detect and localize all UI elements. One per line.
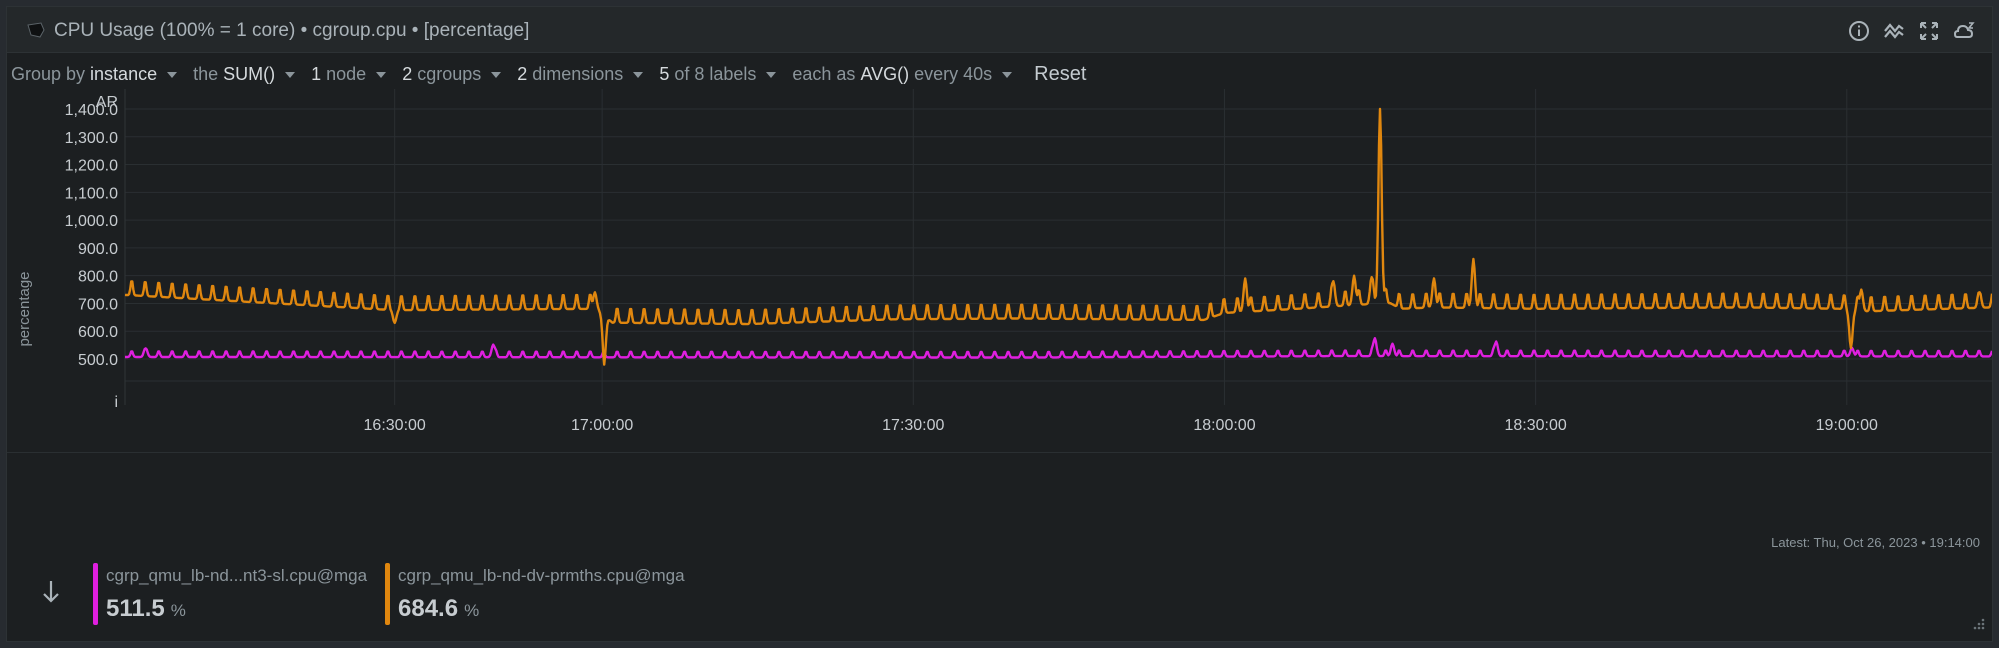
y-axis-bottom-label: i: [114, 394, 118, 411]
chevron-down-icon: [1002, 72, 1013, 78]
series-line[interactable]: [124, 107, 1992, 366]
chevron-down-icon: [376, 72, 387, 78]
legend-item-value: 511.5%: [106, 595, 186, 622]
aggregation-dropdown[interactable]: the SUM(): [193, 64, 296, 85]
y-tick-label: 900.0: [78, 241, 118, 258]
y-axis-ticks: 1,400.0 1,300.0 1,200.0 1,100.0 1,000.0 900.0…: [65, 102, 118, 369]
series-line[interactable]: [124, 337, 1992, 359]
chevron-down-icon: [167, 72, 178, 78]
reset-button[interactable]: Reset: [1034, 62, 1087, 85]
chevron-down-icon: [766, 72, 777, 78]
y-tick-label: 700.0: [78, 296, 118, 313]
x-tick-label: 19:00:00: [1816, 417, 1878, 434]
y-tick-label: 800.0: [78, 269, 118, 286]
chevron-down-icon: [491, 72, 502, 78]
y-tick-label: 1,000.0: [65, 213, 118, 230]
arrow-down-icon[interactable]: [39, 577, 63, 607]
y-tick-label: 600.0: [78, 324, 118, 341]
legend-item-name: cgrp_qmu_lb-nd-dv-prmths.cpu@mga: [398, 566, 685, 585]
legend-item-name: cgrp_qmu_lb-nd...nt3-sl.cpu@mga: [106, 566, 368, 585]
chart-card: CPU Usage (100% = 1 core) • cgroup.cpu •…: [6, 6, 1993, 642]
chevron-down-icon: [285, 72, 296, 78]
labels-dropdown[interactable]: 5 of 8 labels: [659, 64, 777, 85]
chart-grid: [7, 89, 1992, 453]
y-axis-label: percentage: [16, 271, 33, 346]
fullscreen-icon[interactable]: [1916, 18, 1941, 43]
x-tick-label: 16:30:00: [364, 417, 426, 434]
x-tick-label: 18:30:00: [1504, 417, 1566, 434]
group-by-dropdown[interactable]: Group by instance: [11, 64, 178, 85]
x-tick-label: 17:30:00: [882, 417, 944, 434]
x-axis-ticks: 16:30:00 17:00:00 17:30:00 18:00:00 18:30:00…: [364, 417, 1878, 434]
x-tick-label: 18:00:00: [1193, 417, 1255, 434]
x-tick-label: 17:00:00: [571, 417, 633, 434]
y-tick-label: 1,300.0: [65, 130, 118, 147]
dimensions-dropdown[interactable]: 2 dimensions: [517, 64, 644, 85]
y-axis-top-label: AR: [96, 94, 118, 111]
y-tick-label: 1,200.0: [65, 158, 118, 175]
alert-icon[interactable]: [1951, 18, 1976, 43]
correlate-icon[interactable]: [1881, 18, 1906, 43]
chart-title: CPU Usage (100% = 1 core) • cgroup.cpu •…: [54, 20, 530, 41]
y-tick-label: 1,400.0: [65, 102, 118, 119]
y-tick-label: 500.0: [78, 352, 118, 369]
y-tick-label: 1,100.0: [65, 185, 118, 202]
nodes-dropdown[interactable]: 1 node: [311, 64, 387, 85]
legend-item-value: 684.6%: [398, 595, 480, 622]
legend-color-bar: [385, 563, 390, 625]
chart-titlebar: CPU Usage (100% = 1 core) • cgroup.cpu •…: [7, 7, 1992, 53]
legend-color-bar: [93, 563, 98, 625]
line-chart[interactable]: 1,400.0 1,300.0 1,200.0 1,100.0 1,000.0 900.0…: [7, 89, 1992, 535]
chart-icon: [27, 22, 45, 38]
series-layer: [124, 107, 1992, 366]
title-tools: [1846, 18, 1976, 43]
resize-handle-icon[interactable]: [1970, 617, 1986, 633]
time-aggregation-dropdown[interactable]: each as AVG() every 40s: [792, 64, 1013, 85]
chevron-down-icon: [633, 72, 644, 78]
chart-toolbar: Group by instance the SUM() 1 node 2 cgr…: [11, 59, 1086, 89]
cgroups-dropdown[interactable]: 2 cgroups: [402, 64, 502, 85]
info-icon[interactable]: [1846, 18, 1871, 43]
latest-timestamp: Latest: Thu, Oct 26, 2023 • 19:14:00: [1771, 535, 1980, 550]
